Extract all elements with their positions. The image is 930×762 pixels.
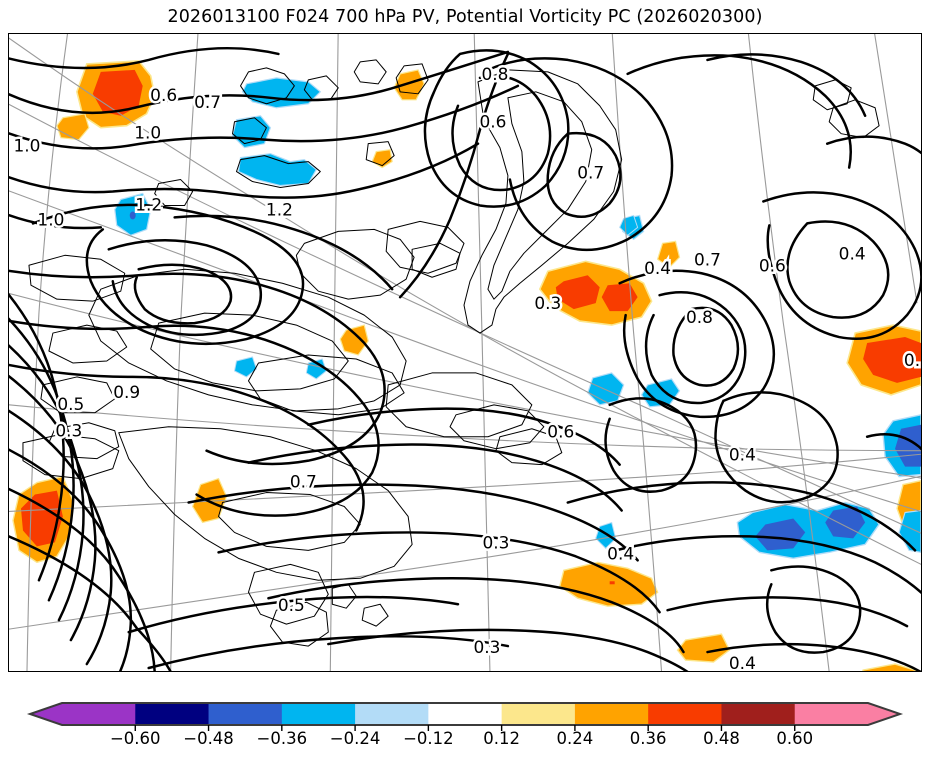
anomaly-patch-cold: [587, 372, 625, 406]
contour-label: 0.3: [55, 421, 82, 441]
anomaly-patch-warm: [339, 324, 369, 356]
pv-contours: [9, 46, 921, 671]
anomaly-patch-warm: [656, 240, 681, 269]
colorbar-tick-label: 0.48: [703, 729, 740, 748]
contour-label: 0.3: [473, 637, 500, 657]
colorbar-swatch[interactable]: [721, 703, 796, 725]
contour-label: 0.9: [113, 382, 140, 402]
colorbar-tick-label: −0.36: [256, 729, 308, 748]
colorbar-tick-label: 0.12: [483, 729, 520, 748]
anomaly-patch-cold: [241, 77, 322, 109]
contour-label: 1.0: [37, 209, 64, 229]
anomaly-patch-warm: [56, 113, 90, 141]
contour-label: 0.8: [481, 64, 508, 84]
contour-label: 0.7: [694, 249, 721, 269]
contour-label: 0.7: [194, 92, 221, 112]
colorbar-tick-label: 0.24: [556, 729, 594, 748]
colorbar-swatch[interactable]: [62, 703, 136, 725]
anomaly-core-cold: [825, 506, 866, 539]
anomaly-core-cold: [755, 518, 806, 551]
colorbar-swatch[interactable]: [501, 703, 576, 725]
colorbar-swatch[interactable]: [574, 703, 649, 725]
anomaly-patch-cold: [237, 153, 318, 187]
contour-label: 1.0: [134, 123, 161, 143]
colorbar-tick-label: −0.60: [109, 729, 161, 748]
contour-label: 0.5: [57, 394, 84, 414]
anomaly-patch-warm: [371, 148, 393, 169]
colorbar-swatch[interactable]: [648, 703, 722, 725]
colorbar-tick-label: −0.12: [403, 729, 454, 748]
map-panel[interactable]: 0.6 0.7 1.0 1.0 1.0 1.2 1.2 0.8 0.6 0.7 0.3 0.4 0.7 0…: [8, 33, 922, 672]
anomaly-patch-warm: [862, 663, 921, 671]
contour-label: 1.2: [266, 199, 293, 219]
contour-label: 0.7: [290, 472, 317, 492]
contour-label: 0.6: [150, 85, 177, 105]
contour-label: 0.6: [759, 255, 786, 275]
anomaly-patch-cold: [619, 214, 639, 237]
colorbar-tick-label: 0.36: [629, 729, 667, 748]
anomaly-patch-cold: [305, 358, 327, 380]
colorbar-swatch[interactable]: [208, 703, 283, 725]
colorbar-over-arrow[interactable]: [868, 703, 900, 725]
page-title: 2026013100 F024 700 hPa PV, Potential Vo…: [167, 7, 763, 27]
coastlines: [22, 59, 880, 647]
contour-label: 0.6: [547, 422, 574, 442]
anomaly-patch-warm: [676, 633, 731, 663]
contour-label: 0.6: [479, 112, 506, 132]
contour-label: 0.3: [482, 532, 509, 552]
contour-label: 0.4: [839, 243, 866, 263]
anomaly-patch-warm: [558, 561, 659, 607]
colorbar-under-arrow[interactable]: [30, 703, 62, 725]
contour-label: 0.3: [534, 293, 561, 313]
colorbar-swatch[interactable]: [135, 703, 210, 725]
anomaly-patch-cold: [595, 521, 617, 550]
contour-label: 0.5: [278, 595, 305, 615]
anomaly-core-warm: [863, 337, 921, 383]
contour-label: 1.2: [135, 194, 162, 214]
anomaly-core-warm: [601, 283, 638, 312]
contour-label: 0.4: [644, 258, 671, 278]
contour-label: 0.4: [607, 543, 634, 563]
anomaly-core-warm: [555, 275, 600, 310]
anomaly-core-warm: [609, 581, 615, 585]
colorbar-tick-label: −0.24: [329, 729, 381, 748]
colorbar-swatch[interactable]: [281, 703, 356, 725]
contour-label: 1.0: [13, 136, 40, 156]
colorbar-swatch[interactable]: [794, 703, 869, 725]
colorbar-swatch[interactable]: [355, 703, 429, 725]
contour-labels: 0.6 0.7 1.0 1.0 1.0 1.2 1.2 0.8 0.6 0.7 0.3 0.4 0.7 0…: [11, 61, 921, 671]
anomaly-core-cold: [129, 211, 136, 220]
contour-label: 0.4: [729, 653, 756, 671]
contour-label: 0.: [904, 350, 920, 370]
colorbar-tick-label: −0.48: [183, 729, 234, 748]
colorbar-swatch[interactable]: [428, 703, 503, 725]
colorbar[interactable]: −0.60 −0.48 −0.36 −0.24 −0.12 0.12 0.24 0.36 0.4…: [0, 697, 930, 762]
anomaly-patch-cold: [233, 356, 258, 378]
contour-label: 0.8: [686, 307, 713, 327]
colorbar-outline: [26, 702, 904, 726]
contour-map-canvas[interactable]: 0.6 0.7 1.0 1.0 1.0 1.2 1.2 0.8 0.6 0.7 0.3 0.4 0.7 0…: [9, 34, 921, 671]
contour-label: 0.7: [577, 163, 604, 183]
colorbar-swatches[interactable]: [0, 697, 930, 762]
colorbar-tick-label: 0.60: [776, 729, 814, 748]
contour-label: 0.4: [729, 445, 756, 465]
